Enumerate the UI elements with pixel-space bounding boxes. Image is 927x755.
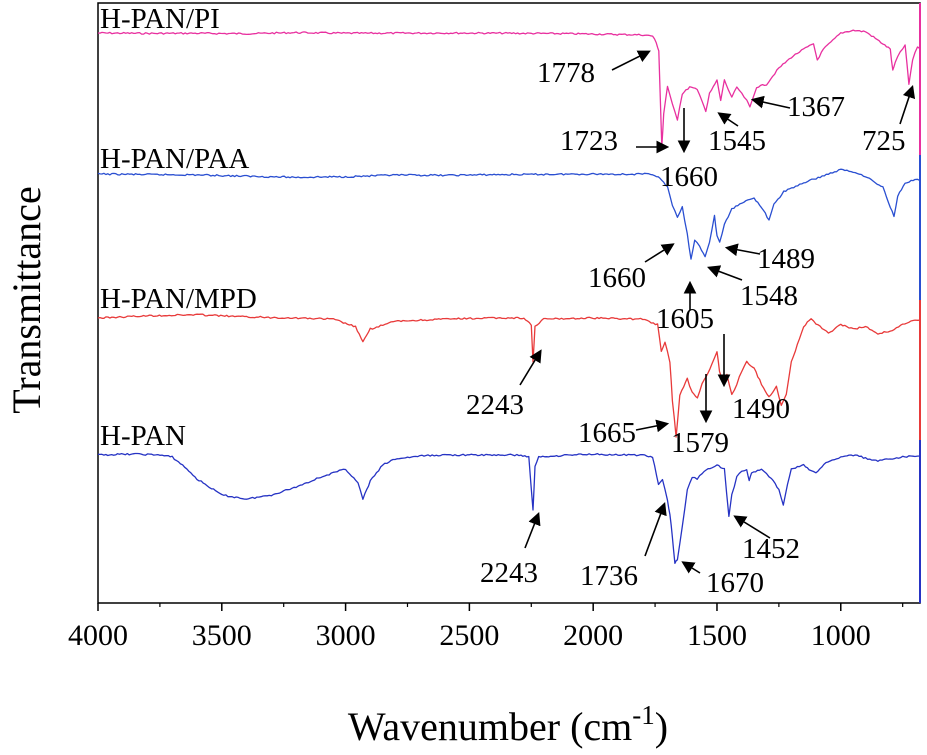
x-tick-label-2: 3000 [316,619,376,652]
peak-label-15: 1736 [580,560,638,592]
peak-label-0: 1778 [537,57,595,89]
peak-arrow-4 [750,95,791,109]
x-tick-label-3: 2500 [439,619,499,652]
x-tick-label-5: 1500 [687,619,747,652]
x-axis-ticks: 4000 3500 3000 2500 2000 1500 1000 [68,603,904,652]
spectrum-line-3 [97,452,921,564]
peak-arrow-11 [635,419,670,433]
peak-arrow-3 [717,112,739,127]
peak-label-16: 1670 [706,567,764,599]
peak-label-2: 1660 [660,161,718,193]
peak-arrow-14 [524,512,541,549]
series-label-3: H-PAN [100,420,186,452]
peak-arrow-16 [681,561,701,574]
peak-label-9: 1489 [757,243,815,275]
peak-label-12: 1579 [671,427,729,459]
x-tick-label-4: 2000 [563,619,623,652]
peak-label-17: 1452 [742,533,800,565]
peak-arrow-8 [707,265,743,281]
x-axis-title: Wavenumber (cm-1) [348,700,668,749]
peak-label-1: 1723 [560,125,618,157]
peak-arrow-15 [644,502,667,557]
peak-arrow-6 [644,243,675,263]
peak-label-8: 1548 [740,280,798,312]
peak-label-6: 1660 [588,262,646,294]
spectrum-line-2 [97,313,921,438]
x-tick-label-6: 1000 [811,619,871,652]
x-axis-title-main: Wavenumber (cm [348,704,632,749]
spectra-group: H-PAN/PI H-PAN/PAA H-PAN/MPD H-PAN [97,3,921,603]
peak-arrow-5 [899,84,916,125]
peak-label-7: 1605 [656,303,714,335]
spectrum-line-1 [97,168,921,260]
x-axis-title-close: ) [655,704,668,749]
peak-label-3: 1545 [708,125,766,157]
peak-arrow-17 [733,515,771,539]
peak-arrow-10 [519,349,542,386]
peak-arrow-0 [611,50,651,71]
x-axis-title-superscript: -1 [632,700,655,730]
peak-label-11: 1665 [578,417,636,449]
peak-label-5: 725 [862,125,906,157]
peak-arrow-9 [724,243,761,257]
y-axis-title: Transmittance [4,186,49,413]
peak-label-4: 1367 [787,91,845,123]
peak-annotations: 1778 1723 1660 1545 1367 725 1660 1605 1548 1489 2… [466,50,916,599]
series-label-2: H-PAN/MPD [100,283,257,315]
peak-label-10: 2243 [466,389,524,421]
peak-label-14: 2243 [480,557,538,589]
spectrum-line-0 [97,29,921,148]
series-label-1: H-PAN/PAA [100,143,249,175]
x-tick-label-1: 3500 [192,619,252,652]
series-label-0: H-PAN/PI [100,3,220,35]
peak-label-13: 1490 [732,393,790,425]
x-tick-label-0: 4000 [68,619,128,652]
